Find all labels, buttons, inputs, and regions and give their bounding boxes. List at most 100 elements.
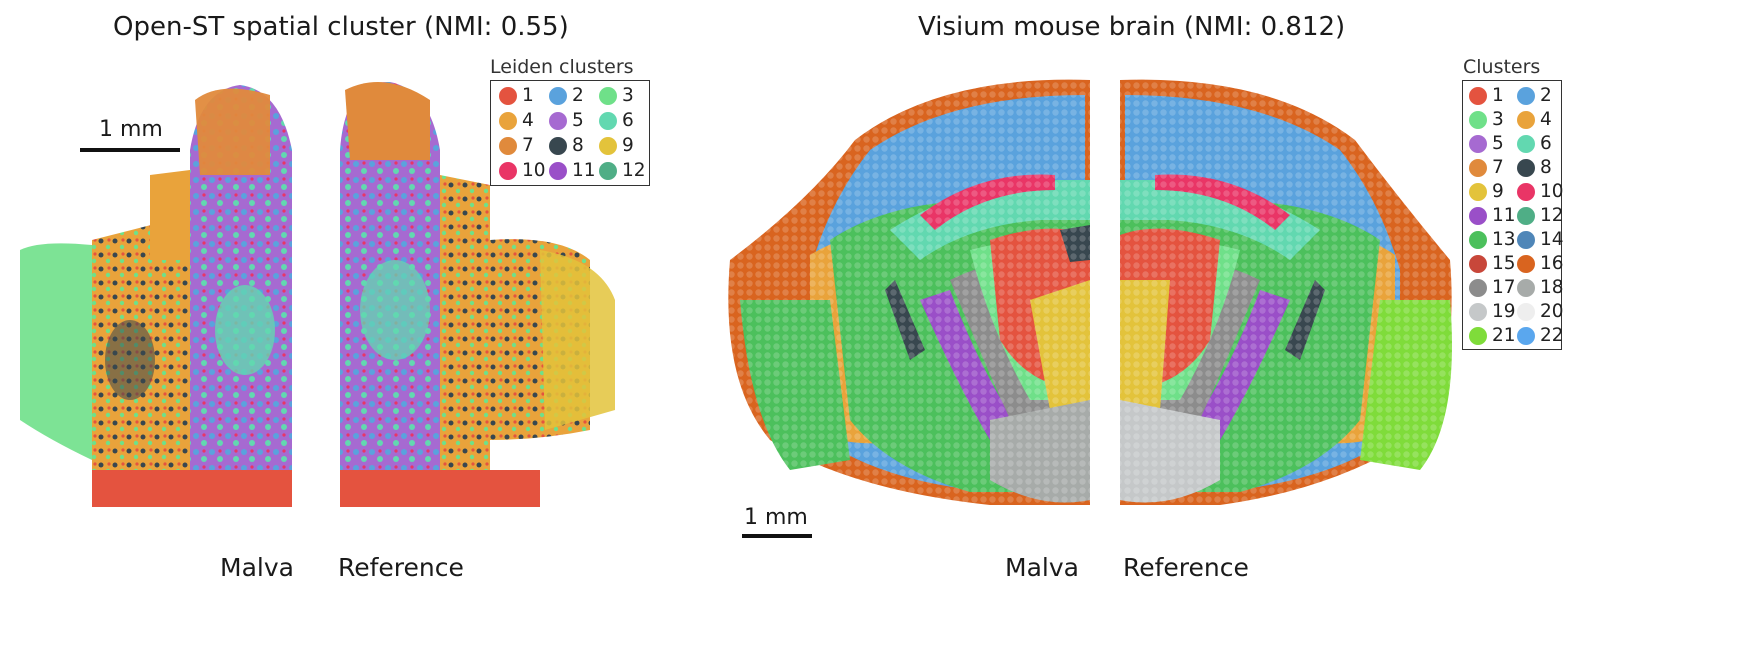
right-legend-item-7: 7 [1469, 157, 1504, 178]
malva-section-left [20, 85, 292, 507]
right-legend-label-18: 18 [1540, 277, 1564, 298]
right-reference-label: Reference [1123, 553, 1249, 582]
left-legend-item-1: 1 [499, 85, 534, 106]
right-legend-label-6: 6 [1540, 133, 1552, 154]
right-legend-item-14: 14 [1517, 229, 1564, 250]
right-legend-item-4: 4 [1517, 109, 1552, 130]
right-legend-swatch-4 [1517, 110, 1535, 129]
left-legend-swatch-1 [499, 86, 517, 105]
right-legend-item-12: 12 [1517, 205, 1564, 226]
left-legend-label-10: 10 [522, 160, 546, 181]
right-legend-label-15: 15 [1492, 253, 1516, 274]
left-legend-title: Leiden clusters [490, 56, 634, 78]
left-legend-swatch-8 [549, 136, 567, 155]
right-legend-swatch-22 [1517, 326, 1535, 345]
left-legend-item-11: 11 [549, 160, 596, 181]
right-legend-item-13: 13 [1469, 229, 1516, 250]
right-legend-swatch-21 [1469, 326, 1487, 345]
right-legend-swatch-11 [1469, 206, 1487, 225]
right-legend-swatch-8 [1517, 158, 1535, 177]
right-legend-item-8: 8 [1517, 157, 1552, 178]
left-legend-swatch-3 [599, 86, 617, 105]
left-reference-label: Reference [338, 553, 464, 582]
right-legend-label-9: 9 [1492, 181, 1504, 202]
right-legend-item-2: 2 [1517, 85, 1552, 106]
right-legend-item-1: 1 [1469, 85, 1504, 106]
right-legend-item-11: 11 [1469, 205, 1516, 226]
left-legend-label-6: 6 [622, 110, 634, 131]
left-legend-label-8: 8 [572, 135, 584, 156]
right-legend-label-2: 2 [1540, 85, 1552, 106]
left-legend-label-2: 2 [572, 85, 584, 106]
right-legend-item-6: 6 [1517, 133, 1552, 154]
reference-hemisphere [1120, 75, 1460, 510]
right-legend-label-11: 11 [1492, 205, 1516, 226]
right-legend-label-16: 16 [1540, 253, 1564, 274]
right-legend-item-10: 10 [1517, 181, 1564, 202]
left-legend-label-1: 1 [522, 85, 534, 106]
left-legend-item-8: 8 [549, 135, 584, 156]
right-legend-swatch-12 [1517, 206, 1535, 225]
left-legend-item-5: 5 [549, 110, 584, 131]
right-legend-label-21: 21 [1492, 325, 1516, 346]
right-legend-item-19: 19 [1469, 301, 1516, 322]
left-legend-item-9: 9 [599, 135, 634, 156]
left-legend-swatch-11 [549, 161, 567, 180]
left-legend-item-3: 3 [599, 85, 634, 106]
left-legend-swatch-10 [499, 161, 517, 180]
right-legend-label-7: 7 [1492, 157, 1504, 178]
right-scale-bar [742, 534, 812, 538]
right-legend-swatch-17 [1469, 278, 1487, 297]
left-legend-swatch-4 [499, 111, 517, 130]
right-legend-swatch-3 [1469, 110, 1487, 129]
right-legend-label-13: 13 [1492, 229, 1516, 250]
left-legend-item-10: 10 [499, 160, 546, 181]
right-legend-swatch-20 [1517, 302, 1535, 321]
right-legend-item-22: 22 [1517, 325, 1564, 346]
right-legend-swatch-7 [1469, 158, 1487, 177]
right-legend-item-17: 17 [1469, 277, 1516, 298]
right-legend-swatch-18 [1517, 278, 1535, 297]
right-legend-swatch-1 [1469, 86, 1487, 105]
right-legend-swatch-19 [1469, 302, 1487, 321]
malva-hemisphere [720, 75, 1090, 510]
right-legend-item-9: 9 [1469, 181, 1504, 202]
right-title: Visium mouse brain (NMI: 0.812) [918, 12, 1346, 42]
right-legend-item-16: 16 [1517, 253, 1564, 274]
left-legend-label-4: 4 [522, 110, 534, 131]
left-legend-item-4: 4 [499, 110, 534, 131]
left-legend-swatch-9 [599, 136, 617, 155]
right-legend-label-8: 8 [1540, 157, 1552, 178]
left-legend-item-2: 2 [549, 85, 584, 106]
reference-section-left [340, 81, 615, 507]
right-legend-label-10: 10 [1540, 181, 1564, 202]
right-legend-label-12: 12 [1540, 205, 1564, 226]
left-legend-label-7: 7 [522, 135, 534, 156]
left-legend-swatch-6 [599, 111, 617, 130]
visium-panel: Visium mouse brain (NMI: 0.812) [720, 0, 1737, 657]
left-legend-label-12: 12 [622, 160, 646, 181]
right-legend-swatch-6 [1517, 134, 1535, 153]
right-legend-swatch-9 [1469, 182, 1487, 201]
open-st-panel: Open-ST spatial cluster (NMI: 0.55) [0, 0, 720, 657]
right-legend-swatch-2 [1517, 86, 1535, 105]
left-legend-label-11: 11 [572, 160, 596, 181]
right-legend-item-5: 5 [1469, 133, 1504, 154]
open-st-tissue-map [20, 81, 615, 507]
left-legend-label-9: 9 [622, 135, 634, 156]
right-legend-swatch-14 [1517, 230, 1535, 249]
right-legend-label-1: 1 [1492, 85, 1504, 106]
left-malva-label: Malva [220, 553, 294, 582]
right-legend-item-18: 18 [1517, 277, 1564, 298]
right-legend-label-3: 3 [1492, 109, 1504, 130]
right-legend-item-20: 20 [1517, 301, 1564, 322]
right-legend-swatch-13 [1469, 230, 1487, 249]
left-legend-swatch-5 [549, 111, 567, 130]
left-title: Open-ST spatial cluster (NMI: 0.55) [113, 12, 569, 42]
right-scale-label: 1 mm [744, 505, 808, 530]
right-legend-label-17: 17 [1492, 277, 1516, 298]
left-legend-label-5: 5 [572, 110, 584, 131]
visium-brain-map [720, 75, 1460, 510]
left-scale-bar [80, 148, 180, 152]
left-legend-swatch-2 [549, 86, 567, 105]
